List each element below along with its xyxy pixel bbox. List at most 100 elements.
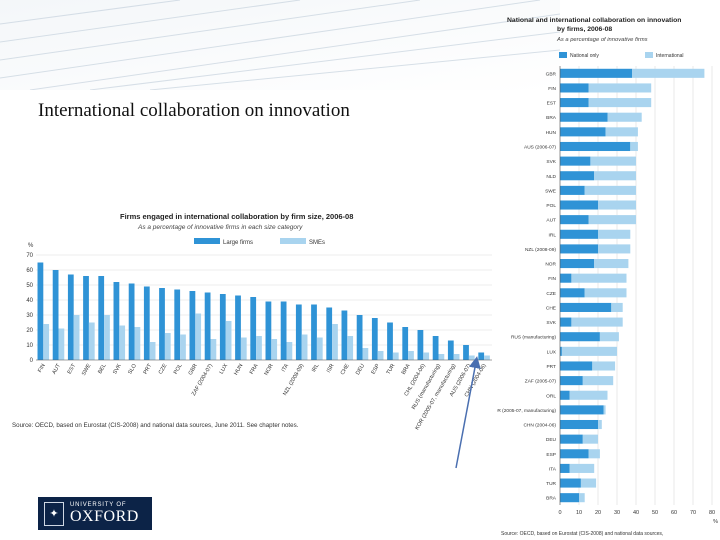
chart1-category-label: SLO [127, 362, 138, 375]
bar-national-only [560, 127, 606, 137]
chart1-category-label: CHE [340, 363, 351, 376]
bar-large-firms [371, 318, 378, 360]
bar-international [590, 156, 636, 166]
chart2-category-label: SWE [545, 188, 556, 194]
bar-smes [453, 354, 460, 360]
chart2-category-label: CZE [546, 291, 556, 297]
chart2-source: Source: OECD, based on Eurostat (CIS-200… [501, 531, 663, 537]
chart2-xtick: 40 [633, 510, 639, 516]
bar-large-firms [356, 315, 363, 360]
chart1-category-label: NOR [264, 363, 275, 377]
bar-large-firms [447, 340, 454, 360]
chart1-category-label: LUX [219, 363, 230, 376]
chart1-subtitle: As a percentage of innovative firms in e… [137, 224, 303, 231]
chart-national-international: National and international collaboration… [497, 17, 718, 537]
bar-large-firms [37, 262, 44, 360]
chart1-category-label: AUT [51, 362, 62, 375]
chart2-category-label: CHN (2004-06) [523, 423, 556, 429]
chart1-ylabel: % [28, 243, 34, 249]
chart2-category-label: LUX [547, 349, 557, 355]
bar-smes [134, 327, 141, 360]
bar-smes [468, 355, 475, 360]
bar-smes [271, 339, 278, 360]
chart2-category-label: PRT [546, 364, 556, 370]
bar-large-firms [326, 307, 333, 360]
chart2-xtick: 50 [652, 510, 658, 516]
chart2-xtick: 70 [690, 510, 696, 516]
chart1-category-label: ESP [371, 363, 382, 376]
bar-international [588, 215, 636, 225]
chart1-category-label: CZE [158, 363, 169, 376]
chart2-category-label: BRA [546, 496, 557, 502]
chart1-category-label: PRT [143, 362, 154, 375]
chart2-category-label: ITA [549, 466, 557, 472]
chart1-ytick: 50 [26, 283, 33, 289]
chart2-category-label: FIN [548, 86, 556, 92]
bar-national-only [560, 376, 583, 386]
chart1-category-label: SVK [112, 363, 123, 376]
chart2-category-label: CHE [546, 305, 556, 311]
bar-smes [119, 325, 126, 360]
bar-international [571, 317, 623, 327]
bar-large-firms [143, 286, 150, 360]
bar-smes [104, 315, 110, 360]
chart2-xlabel: % [713, 519, 718, 525]
bar-smes [43, 324, 50, 360]
chart1-category-label: ITA [281, 363, 290, 373]
chart1-category-label: TUR [386, 363, 397, 376]
bar-international [594, 171, 636, 181]
chart2-xtick: 60 [671, 510, 677, 516]
chart2-category-label: BRA [546, 115, 557, 121]
chart1-category-label: SWE [81, 363, 93, 377]
bar-large-firms [219, 294, 226, 360]
bar-large-firms [478, 352, 485, 360]
chart1-category-label: IRL [311, 363, 320, 373]
bar-international [594, 259, 629, 269]
bar-large-firms [98, 276, 105, 360]
bar-national-only [560, 346, 562, 356]
bar-smes [58, 328, 65, 360]
chart2-category-label: SVK [546, 320, 556, 326]
chart2-category-label: EST [547, 101, 556, 107]
bar-smes [423, 352, 430, 360]
chart1-category-label: ISR [326, 363, 336, 374]
chart1-category-label: BRA [401, 363, 412, 376]
bar-smes [392, 352, 399, 360]
bar-international [582, 434, 598, 444]
chart1-ytick: 70 [26, 253, 33, 259]
legend-label-large: Large firms [223, 240, 253, 246]
chart1-category-label: DEU [355, 363, 366, 376]
chart2-category-label: HUN [546, 130, 557, 136]
bar-international [630, 141, 638, 152]
chart1-source: Source: OECD, based on Eurostat (CIS-200… [12, 422, 299, 429]
chart2-category-label: NLD [546, 174, 556, 180]
chart2-category-label: DEU [546, 437, 557, 443]
bar-national-only [560, 185, 585, 195]
bar-large-firms [417, 330, 424, 360]
bar-large-firms [463, 345, 469, 360]
chart1-ytick: 30 [26, 313, 33, 319]
chart2-category-label: NZL (2008-09) [525, 247, 556, 253]
bar-national-only [560, 244, 598, 254]
bar-national-only [560, 171, 595, 181]
bar-national-only [560, 419, 598, 430]
bar-international [582, 376, 614, 386]
bar-international [605, 127, 638, 137]
bar-large-firms [341, 310, 348, 360]
oxford-logo: ✦ UNIVERSITY OF OXFORD [38, 497, 152, 530]
bar-large-firms [250, 297, 257, 360]
bar-international [598, 229, 631, 239]
chart1-category-label: GBR [188, 363, 199, 376]
bar-international [584, 288, 627, 298]
bar-national-only [560, 317, 572, 327]
chart1-ytick: 40 [26, 298, 33, 304]
bar-large-firms [235, 295, 241, 360]
bar-international [598, 419, 602, 430]
chart2-category-label: ORL [546, 393, 556, 399]
chart2-category-label: GBR [546, 71, 557, 77]
chart2-category-label: FIN [548, 276, 556, 282]
chart-firm-size: Firms engaged in international collabora… [12, 212, 492, 431]
legend-swatch-international [645, 52, 653, 58]
chart1-ytick: 0 [30, 358, 34, 364]
bar-smes [180, 334, 186, 360]
